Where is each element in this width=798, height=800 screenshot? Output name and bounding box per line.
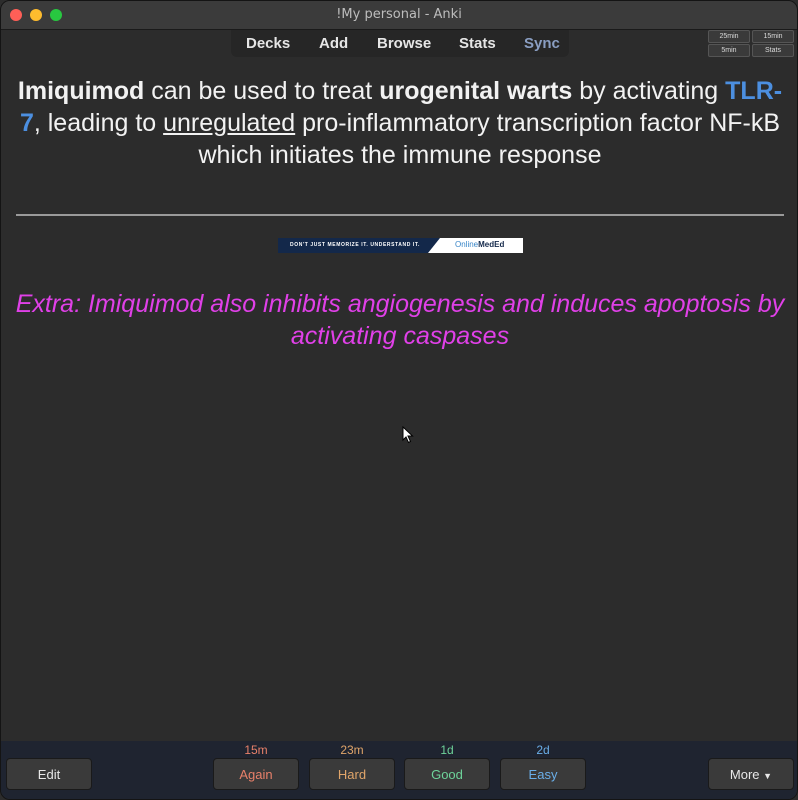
question-text-4: pro-inflammatory transcription factor NF… bbox=[198, 109, 781, 169]
timer-5min-button[interactable]: 5min bbox=[708, 44, 750, 57]
hard-interval: 23m bbox=[340, 743, 364, 757]
banner-logo: OnlineMedEd bbox=[455, 240, 505, 249]
timer-15min-button[interactable]: 15min bbox=[752, 30, 794, 43]
condition-name: urogenital warts bbox=[379, 77, 573, 105]
hard-button[interactable]: Hard bbox=[309, 758, 395, 790]
more-button-label: More bbox=[729, 767, 760, 782]
nav-add[interactable]: Add bbox=[319, 35, 349, 52]
nav-decks[interactable]: Decks bbox=[246, 35, 291, 52]
timer-stats-button[interactable]: Stats bbox=[752, 44, 794, 57]
question-text-1: can be used to treat bbox=[144, 77, 380, 105]
timer-widget: 25min 15min 5min Stats bbox=[707, 29, 795, 57]
onlinemeded-banner-image: DON'T JUST MEMORIZE IT. UNDERSTAND IT. O… bbox=[278, 238, 523, 253]
main-toolbar: Decks Add Browse Stats Sync bbox=[231, 30, 569, 57]
maximize-window-button[interactable] bbox=[50, 9, 62, 21]
question-text-2: by activating bbox=[572, 77, 726, 105]
again-button[interactable]: Again bbox=[213, 758, 299, 790]
answer-divider bbox=[16, 214, 784, 216]
timer-25min-button[interactable]: 25min bbox=[708, 30, 750, 43]
title-bar: !My personal - Anki bbox=[1, 1, 797, 30]
edit-button[interactable]: Edit bbox=[6, 758, 92, 790]
review-bottom-bar bbox=[1, 741, 797, 799]
easy-button[interactable]: Easy bbox=[500, 758, 586, 790]
banner-tagline: DON'T JUST MEMORIZE IT. UNDERSTAND IT. bbox=[290, 242, 421, 248]
window-title: !My personal - Anki bbox=[336, 7, 462, 22]
mouse-cursor-icon bbox=[402, 426, 414, 444]
nav-browse[interactable]: Browse bbox=[377, 35, 432, 52]
card-question: Imiquimod can be used to treat urogenita… bbox=[11, 75, 789, 171]
good-button[interactable]: Good bbox=[404, 758, 490, 790]
caret-down-icon: ▼ bbox=[763, 771, 773, 781]
more-button[interactable]: More ▼ bbox=[708, 758, 794, 790]
close-window-button[interactable] bbox=[10, 9, 22, 21]
drug-name: Imiquimod bbox=[17, 77, 145, 105]
good-interval: 1d bbox=[440, 743, 454, 757]
easy-interval: 2d bbox=[536, 743, 550, 757]
nav-sync[interactable]: Sync bbox=[524, 35, 560, 52]
minimize-window-button[interactable] bbox=[30, 9, 42, 21]
question-text-3: , leading to bbox=[33, 109, 164, 137]
extra-field: Extra: Imiquimod also inhibits angiogene… bbox=[15, 290, 785, 350]
nav-stats[interactable]: Stats bbox=[459, 35, 496, 52]
key-word: unregulated bbox=[163, 109, 296, 137]
again-interval: 15m bbox=[244, 743, 268, 757]
receptor-name: TLR-7 bbox=[19, 77, 783, 137]
